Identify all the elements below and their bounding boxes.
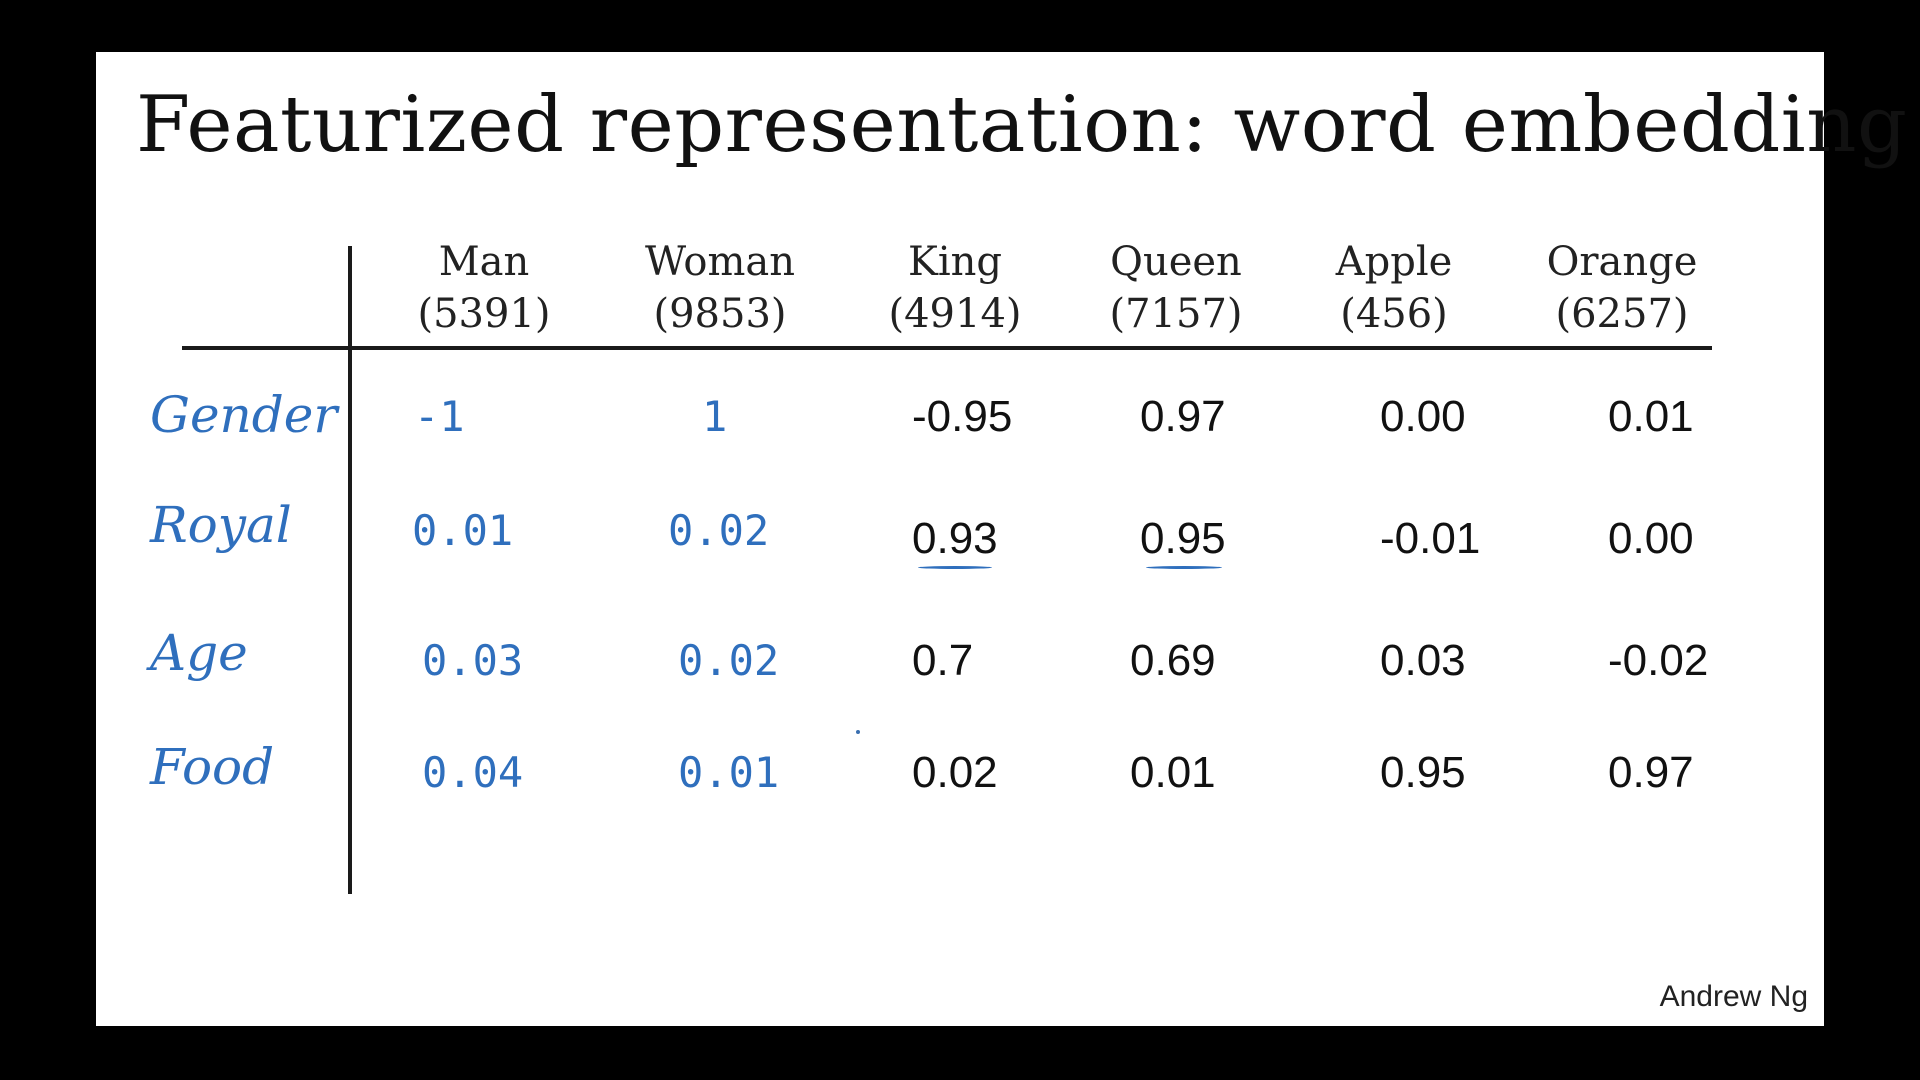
column-index: (456) <box>1340 291 1448 337</box>
column-header-apple: Apple (456) <box>1274 236 1514 340</box>
column-word: King <box>907 239 1003 285</box>
cell-gender-apple: 0.00 <box>1380 392 1466 441</box>
column-header-orange: Orange (6257) <box>1502 236 1742 340</box>
cell-gender-man: -1 <box>414 392 465 441</box>
underline-mark-king <box>918 566 992 569</box>
column-index: (6257) <box>1555 291 1689 337</box>
row-label-gender: Gender <box>150 386 338 444</box>
column-word: Orange <box>1546 239 1698 285</box>
cell-gender-woman: 1 <box>702 392 728 441</box>
cell-royal-man: 0.01 <box>412 506 514 555</box>
cell-royal-king: 0.93 <box>912 514 998 563</box>
column-index: (9853) <box>653 291 787 337</box>
cell-royal-queen: 0.95 <box>1140 514 1226 563</box>
column-index: (4914) <box>888 291 1022 337</box>
stray-pen-dot <box>856 730 860 734</box>
row-label-food: Food <box>150 738 275 796</box>
column-word: Woman <box>644 239 796 285</box>
slide: Featurized representation: word embeddin… <box>96 52 1907 1026</box>
column-word: Man <box>438 239 530 285</box>
cell-royal-orange: 0.00 <box>1608 514 1694 563</box>
cell-age-man: 0.03 <box>422 636 524 685</box>
column-word: Queen <box>1110 239 1242 285</box>
cell-gender-orange: 0.01 <box>1608 392 1694 441</box>
author-credit: Andrew Ng <box>1659 980 1808 1013</box>
column-header-man: Man (5391) <box>364 236 604 340</box>
cell-age-queen: 0.69 <box>1130 636 1216 685</box>
cell-age-orange: -0.02 <box>1608 636 1709 685</box>
underline-mark-queen <box>1146 566 1222 569</box>
cell-food-man: 0.04 <box>422 748 524 797</box>
table-vertical-divider <box>348 246 352 894</box>
table-horizontal-divider <box>182 346 1712 350</box>
cell-gender-queen: 0.97 <box>1140 392 1226 441</box>
cell-food-apple: 0.95 <box>1380 748 1466 797</box>
column-word: Apple <box>1335 239 1453 285</box>
cell-gender-king: -0.95 <box>912 392 1013 441</box>
column-header-king: King (4914) <box>835 236 1075 340</box>
cell-food-king: 0.02 <box>912 748 998 797</box>
column-header-queen: Queen (7157) <box>1056 236 1296 340</box>
column-index: (7157) <box>1109 291 1243 337</box>
cell-food-queen: 0.01 <box>1130 748 1216 797</box>
cell-food-orange: 0.97 <box>1608 748 1694 797</box>
column-header-woman: Woman (9853) <box>600 236 840 340</box>
cell-food-woman: 0.01 <box>678 748 780 797</box>
cell-royal-apple: -0.01 <box>1380 514 1481 563</box>
cell-age-king: 0.7 <box>912 636 974 685</box>
row-label-age: Age <box>150 624 248 682</box>
cell-age-apple: 0.03 <box>1380 636 1466 685</box>
cell-royal-woman: 0.02 <box>668 506 770 555</box>
column-index: (5391) <box>417 291 551 337</box>
slide-title: Featurized representation: word embeddin… <box>136 80 1908 170</box>
row-label-royal: Royal <box>150 496 292 554</box>
cell-age-woman: 0.02 <box>678 636 780 685</box>
